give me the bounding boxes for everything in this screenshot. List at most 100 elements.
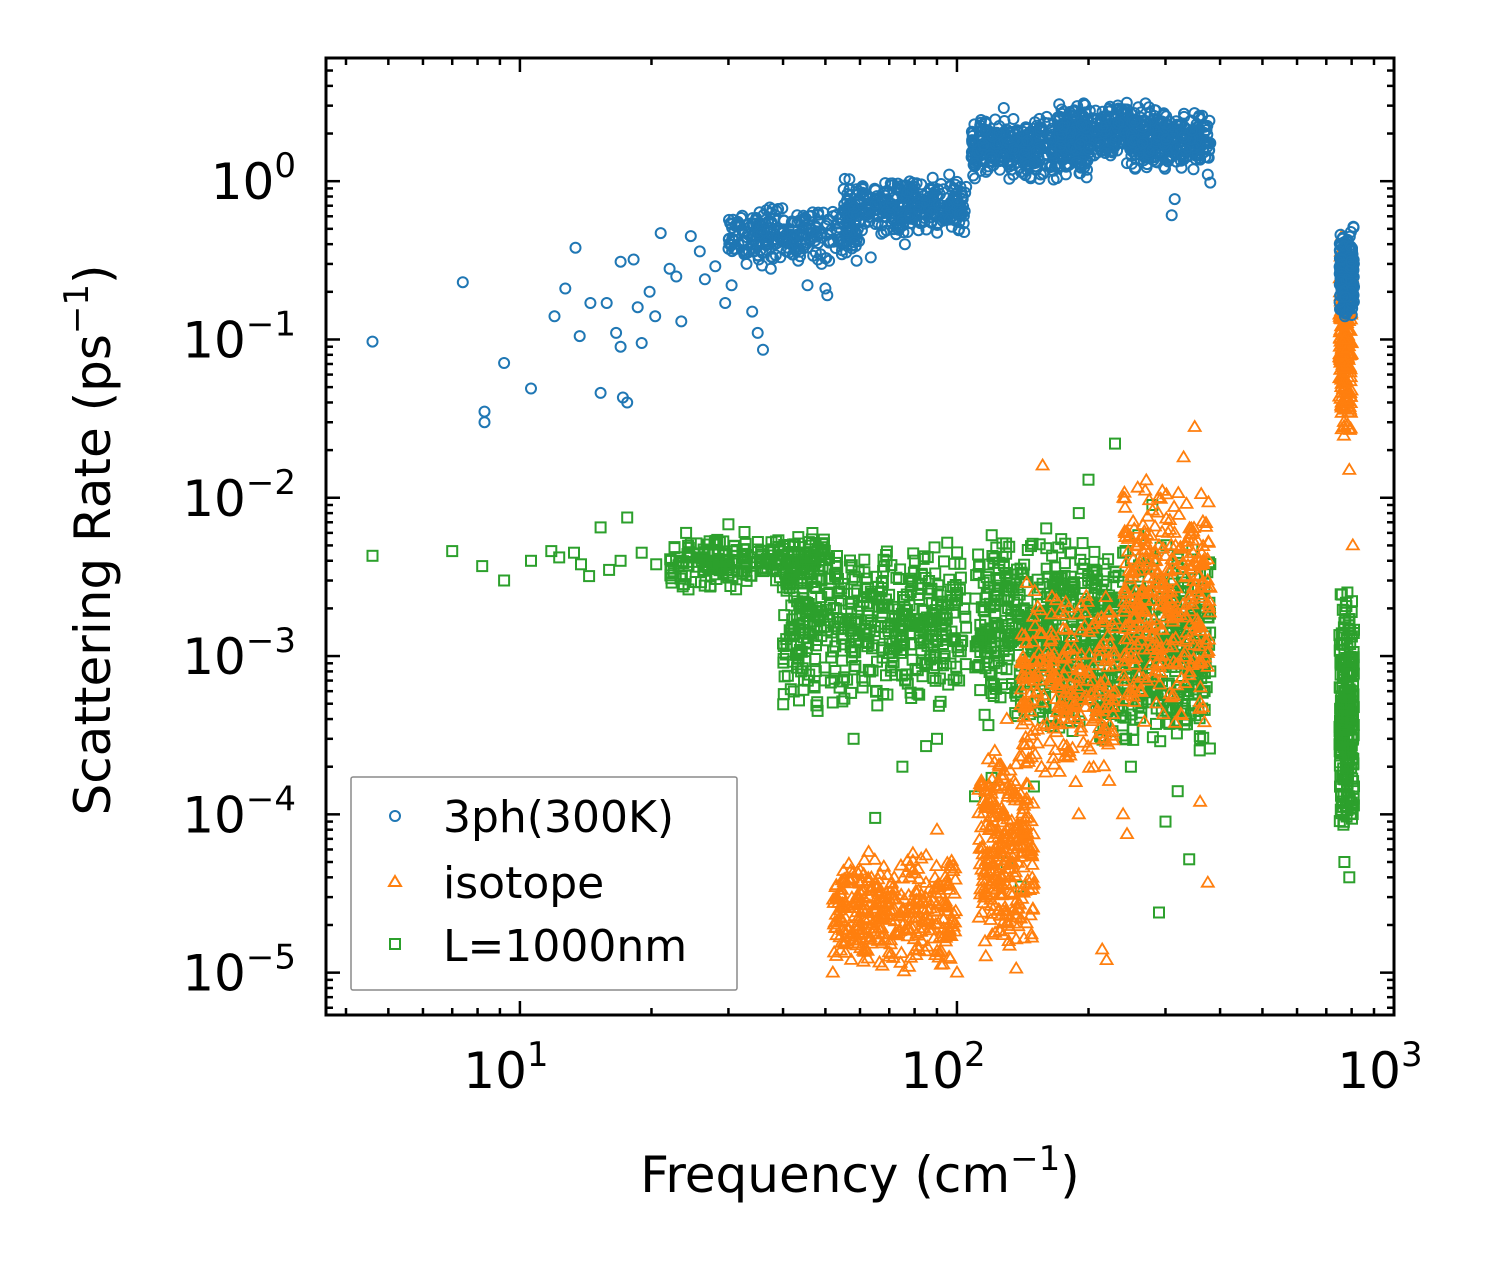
triangle-point [871,926,888,939]
triangle-point [1191,567,1207,581]
square-point [876,644,889,657]
square-point [859,583,872,596]
triangle-point [838,945,854,958]
circle-point [911,198,924,211]
triangle-point [1003,856,1019,870]
square-point [755,544,768,557]
triangle-point [1091,720,1107,733]
square-point [973,658,986,671]
triangle-point [1048,592,1064,606]
square-point [930,659,943,672]
triangle-point [992,807,1009,821]
square-point [821,608,834,621]
triangle-point [939,903,956,917]
triangle-point [1088,687,1104,700]
square-point [880,669,892,682]
triangle-point [1333,379,1349,392]
triangle-point [1137,531,1154,544]
square-point [800,610,813,623]
triangle-point [855,953,871,967]
square-point [778,670,791,683]
triangle-point [1168,580,1184,594]
circle-point [931,226,944,239]
triangle-point [1054,648,1070,662]
square-point [993,556,1006,569]
circle-point [1051,119,1064,132]
triangle-point [1107,620,1123,634]
triangle-point [1040,649,1056,663]
triangle-point [1156,595,1172,609]
square-point [949,598,961,611]
square-point [917,604,930,617]
square-point [1076,537,1089,550]
square-point [988,679,1000,692]
triangle-point [1139,672,1155,686]
triangle-point [1068,774,1084,787]
circle-point [918,195,931,208]
triangle-point [1077,605,1093,618]
triangle-point [1098,589,1114,602]
square-point [913,688,926,701]
triangle-point [938,929,954,943]
triangle-point [1148,695,1164,709]
square-point [937,652,950,665]
triangle-point [930,875,946,889]
square-point [1338,616,1351,629]
triangle-point [1140,554,1156,568]
triangle-point [1200,535,1217,548]
square-point [765,536,778,549]
triangle-point [929,821,945,835]
triangle-point [1035,457,1051,471]
triangle-point [1008,909,1024,923]
triangle-point [986,754,1003,768]
square-point [1346,715,1359,728]
circle-point [815,227,828,239]
triangle-point [983,912,999,925]
square-point [689,576,702,588]
square-point [985,687,998,700]
triangle-point [1077,699,1094,712]
triangle-point [905,862,921,876]
triangle-point [1100,659,1116,672]
square-point [1088,545,1101,558]
circle-point [752,237,765,250]
circle-point [851,223,864,235]
circle-point [1117,125,1130,138]
square-point [956,635,969,648]
square-point [1124,760,1137,773]
triangle-point [854,873,870,887]
triangle-point [1094,941,1110,955]
triangle-point [1068,698,1084,711]
triangle-point [1186,554,1203,567]
square-point [841,673,854,686]
triangle-point [895,917,911,931]
square-point [1334,716,1347,729]
triangle-point [1130,600,1146,614]
square-point [1339,604,1352,617]
square-point [851,584,864,597]
triangle-point [1008,786,1024,800]
square-point [786,630,799,643]
square-point [938,555,950,568]
square-point [1109,565,1122,578]
square-point [1082,473,1095,486]
square-point [751,536,764,548]
triangle-point [828,888,844,902]
square-point [1135,697,1148,710]
triangle-point [1172,607,1188,620]
triangle-point [1055,699,1071,713]
circle-point [1007,113,1020,125]
triangle-point [1139,537,1155,550]
square-point [848,646,861,659]
triangle-point [976,863,992,877]
circle-point [948,183,961,196]
triangle-point [992,778,1009,791]
square-point [934,585,947,598]
triangle-point [1005,875,1021,889]
triangle-point [1198,515,1214,528]
triangle-point [1178,609,1194,623]
triangle-point [1139,508,1156,522]
square-point [880,593,892,606]
square-point [920,740,933,753]
triangle-point [1032,602,1048,616]
